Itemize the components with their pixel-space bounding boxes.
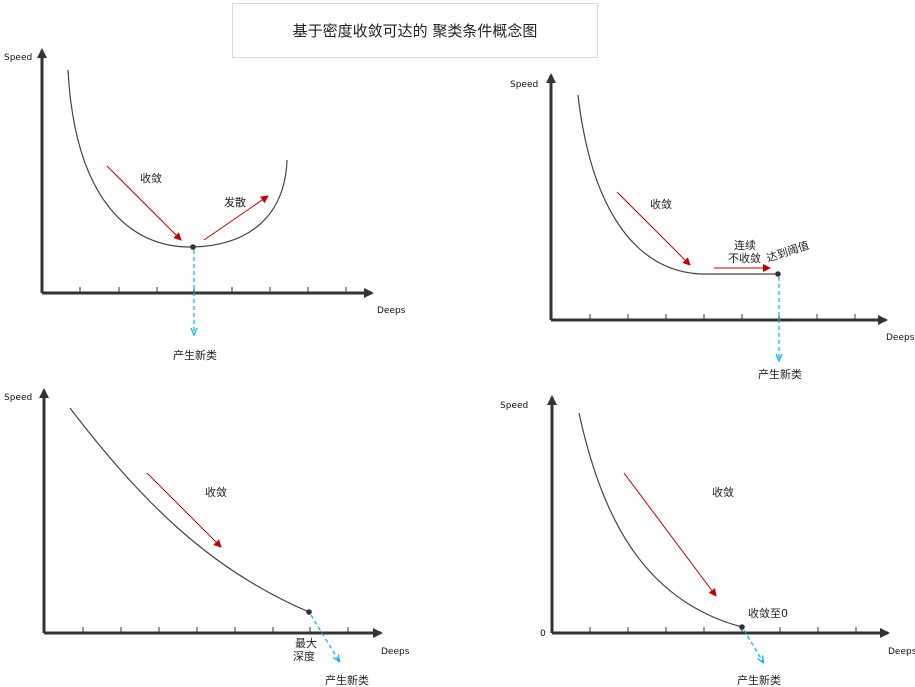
panel-4-converge-arrow (623, 472, 717, 597)
panel-3-max-depth-point (306, 609, 312, 615)
panel-1-converge-label: 收敛 (140, 171, 162, 185)
panel-3-max-depth-label-2: 深度 (293, 649, 315, 663)
panel-1-diverge-label: 发散 (224, 195, 246, 209)
panel-1-converge-arrow (106, 165, 182, 241)
panel-4-zero-point (739, 624, 745, 630)
panel-2: Speed Deeps 收敛 连续 不收敛 达到阈值 产生新类 (510, 73, 915, 381)
panel-4-new-class-arrow (743, 629, 763, 662)
panel-2-new-class-label: 产生新类 (758, 367, 802, 381)
panel-4-zero-label: 0 (540, 629, 546, 639)
panel-4-new-class-label: 产生新类 (737, 673, 781, 687)
panel-2-threshold-point (775, 271, 781, 277)
panel-2-curve (577, 94, 778, 275)
panel-2-x-label: Deeps (886, 333, 915, 343)
panel-1: Speed Deeps 收敛 发散 产生新类 (4, 48, 406, 362)
panel-1-new-class-label: 产生新类 (173, 348, 217, 362)
panel-3-converge-label: 收敛 (205, 485, 227, 499)
panel-1-diverge-arrow (203, 195, 269, 241)
panel-2-converge-label: 收敛 (650, 197, 672, 211)
panel-2-not-converge-label: 不收敛 (728, 251, 761, 265)
panel-3-x-label: Deeps (381, 647, 410, 657)
panel-4-curve (578, 412, 743, 628)
diagram-title: 基于密度收敛可达的 聚类条件概念图 (232, 3, 598, 58)
panel-3-max-depth-label-1: 最大 (295, 636, 317, 650)
panel-4-x-ticks (589, 627, 857, 633)
panel-4-converge-zero-label: 收敛至0 (748, 606, 788, 620)
panel-3-new-class-arrow (310, 614, 339, 661)
panel-3-curve (69, 407, 310, 613)
panel-3-y-label: Speed (4, 393, 32, 403)
panel-4-y-label: Speed (500, 401, 528, 411)
panel-2-converge-arrow (616, 191, 691, 266)
panel-1-min-point (190, 244, 196, 250)
panel-4-x-label: Deeps (888, 647, 915, 657)
panel-3-new-class-label: 产生新类 (325, 673, 369, 687)
panel-1-x-label: Deeps (377, 306, 406, 316)
panel-4-converge-label: 收敛 (712, 485, 734, 499)
panel-1-curve (67, 69, 288, 248)
panel-1-y-label: Speed (4, 53, 32, 63)
panel-3-converge-arrow (146, 472, 222, 548)
panel-2-y-label: Speed (510, 80, 538, 90)
panel-4: Speed Deeps 0 收敛 收敛至0 产生新类 (500, 395, 915, 687)
panel-3: Speed Deeps 收敛 最大 深度 产生新类 (4, 388, 410, 687)
panel-3-x-ticks (82, 627, 349, 633)
panel-2-threshold-label: 达到阈值 (765, 238, 811, 265)
panel-2-continuous-label: 连续 (734, 238, 756, 252)
